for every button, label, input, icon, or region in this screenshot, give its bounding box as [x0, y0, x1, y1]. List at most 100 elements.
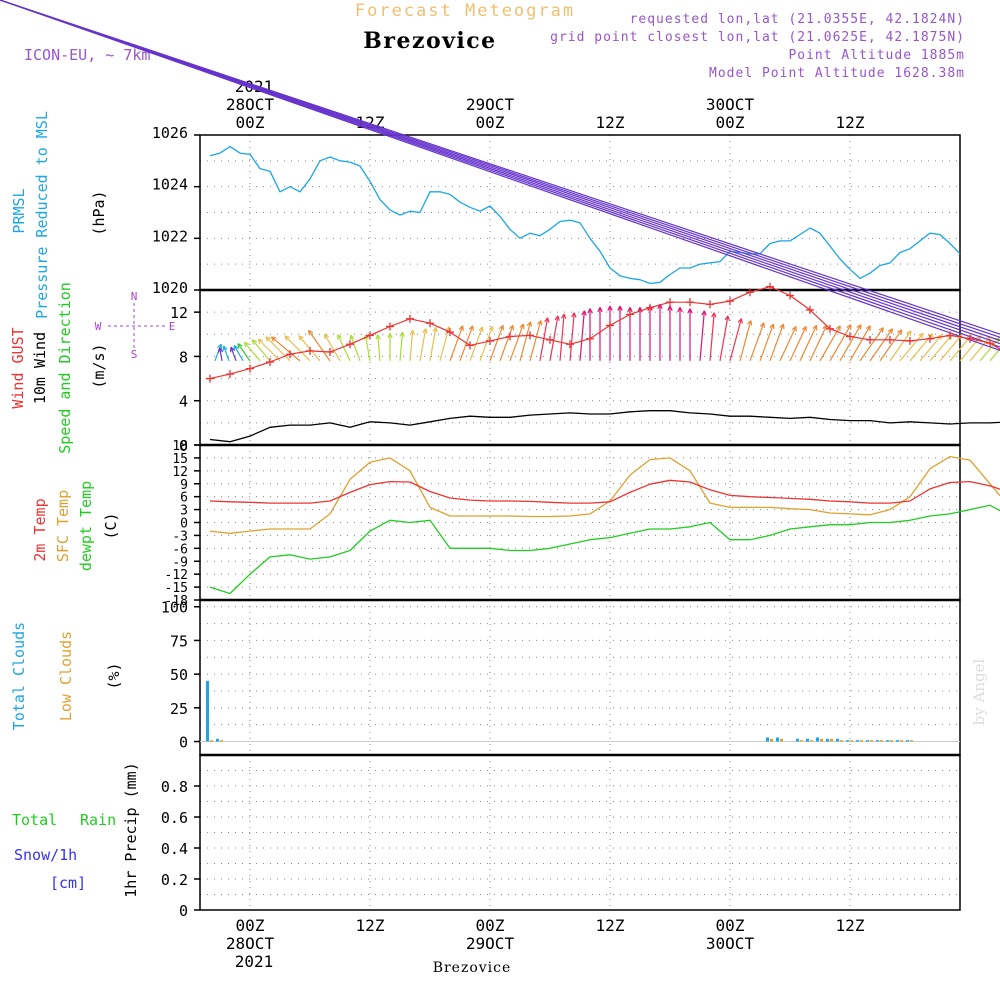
- wind-arrow: [597, 307, 603, 361]
- low-cloud-bar: [820, 738, 823, 742]
- wind-arrow: [559, 313, 567, 361]
- sfc-temp-line: [209, 455, 1000, 534]
- wind-arrow: [479, 326, 494, 362]
- temp-ytick-label: 18: [172, 439, 188, 454]
- bottom-year: 2021: [235, 952, 274, 971]
- bottom-day-label: 28OCT: [226, 934, 275, 953]
- gust-marker: [266, 357, 274, 366]
- wind-arrow-head: [747, 320, 752, 325]
- total-cloud-bar: [866, 740, 869, 742]
- temp-ytick-label: 3: [180, 504, 188, 519]
- gust-marker: [566, 340, 574, 349]
- point-altitude: Point Altitude 1885m: [788, 48, 965, 63]
- wind-arrow: [579, 310, 587, 361]
- gust-marker: [326, 348, 334, 356]
- wind-arrow-head: [667, 305, 671, 311]
- wind-arrow-shaft: [859, 327, 884, 362]
- wind-arrow: [489, 324, 505, 362]
- wind-arrow-head: [217, 347, 221, 353]
- low-cloud-bar: [830, 738, 833, 742]
- wind-arrow-head: [512, 325, 515, 331]
- temp-ytick-label: -6: [172, 542, 188, 557]
- wind-arrow-shaft: [559, 313, 565, 361]
- wind-10m-label: 10m Wind: [31, 332, 49, 404]
- wind-arrow-head: [856, 324, 862, 328]
- gust-marker: [926, 334, 934, 343]
- bottom-hour-label: 12Z: [356, 916, 385, 935]
- wind-arrow-shaft: [839, 324, 862, 362]
- wind-arrow-head: [298, 335, 304, 339]
- wind-arrow-head: [750, 320, 753, 326]
- wind-arrow-head: [937, 334, 943, 338]
- precip-panel: 0 0.2 0.4 0.6 0.8: [161, 754, 961, 920]
- wind-arrow: [222, 345, 230, 362]
- wind-ytick-label: 12: [170, 304, 188, 322]
- wind-arrow-head: [573, 312, 577, 318]
- wind-arrow-head: [629, 307, 633, 313]
- wind-arrow-head: [257, 338, 261, 345]
- pressure-panel: 1020 1022 1024 1026: [152, 124, 961, 297]
- wind-arrow-head: [878, 327, 884, 331]
- gust-marker: [306, 346, 314, 355]
- wind-arrow-head: [865, 325, 871, 330]
- temp-ytick-label: 15: [172, 452, 188, 467]
- wind-arrow-shaft: [0, 0, 1000, 335]
- low-cloud-bar: [220, 740, 223, 742]
- wind-arrow: [337, 334, 351, 362]
- wind-arrow-head: [597, 307, 601, 313]
- requested-coords: requested lon,lat (21.0355E, 42.1824N): [630, 12, 965, 27]
- wind-arrow-head: [921, 333, 924, 339]
- gust-marker: [646, 303, 654, 312]
- gust-marker: [206, 374, 214, 383]
- wind-arrow: [739, 320, 753, 362]
- wind-10m-line: [209, 410, 1000, 443]
- wind-arrow-head: [502, 325, 505, 331]
- temp-panel-labels: 2m Temp SFC Temp dewpt Temp (C): [31, 481, 120, 571]
- compass-w: W: [95, 320, 102, 333]
- wind-arrow-head: [472, 325, 474, 331]
- top-day-label: 29OCT: [466, 95, 515, 114]
- wind-arrow-shaft: [529, 320, 542, 362]
- temp-frame: [199, 444, 961, 601]
- wind-arrow-head: [619, 305, 623, 311]
- wind-arrow: [699, 310, 707, 361]
- precip-ytick-label: 0.8: [161, 778, 188, 796]
- total-cloud-bar: [856, 740, 859, 742]
- top-hour-label: 12Z: [836, 113, 865, 132]
- pressure-frame: [199, 134, 961, 291]
- wind-arrow-shaft: [489, 325, 504, 362]
- low-cloud-bar: [810, 740, 813, 742]
- wind-arrow-shaft: [230, 347, 237, 362]
- wind-arrow-head: [458, 325, 464, 330]
- wind-arrow-head: [308, 329, 314, 334]
- gust-marker: [786, 291, 794, 300]
- percent-unit-label: (%): [105, 662, 123, 689]
- wind-arrow-head: [308, 330, 311, 336]
- wind-arrow: [879, 329, 903, 362]
- wind-arrow-shaft: [337, 334, 351, 362]
- wind-arrow: [243, 341, 261, 362]
- wind-arrow-head: [462, 325, 464, 331]
- temp-ytick-label: -18: [165, 594, 188, 609]
- precip-ytick-label: 0: [179, 902, 188, 920]
- sfc-temp-label: SFC Temp: [54, 490, 72, 562]
- wind-arrow-shaft: [759, 323, 774, 362]
- wind-arrow-head: [801, 326, 807, 331]
- wind-arrow-shaft: [509, 323, 524, 362]
- wind-arrow: [657, 303, 663, 361]
- wind-arrow-shaft: [889, 330, 912, 362]
- wind-arrow-shaft: [364, 334, 371, 361]
- wind-arrow-head: [881, 327, 884, 333]
- wind-arrow-head: [337, 334, 343, 339]
- wind-arrow-shaft: [919, 334, 943, 362]
- precip-ytick-label: 0.2: [161, 871, 188, 889]
- wind-arrow-head: [677, 307, 681, 313]
- wind-arrow-head: [547, 317, 550, 323]
- wind-arrow: [687, 308, 693, 361]
- wind-arrow: [429, 327, 438, 361]
- model-altitude: Model Point Altitude 1628.38m: [709, 66, 965, 81]
- gust-marker: [526, 331, 534, 340]
- product-title: Forecast Meteogram: [355, 1, 575, 21]
- wind-arrow-head: [900, 329, 903, 335]
- wind-arrow-head: [701, 310, 705, 316]
